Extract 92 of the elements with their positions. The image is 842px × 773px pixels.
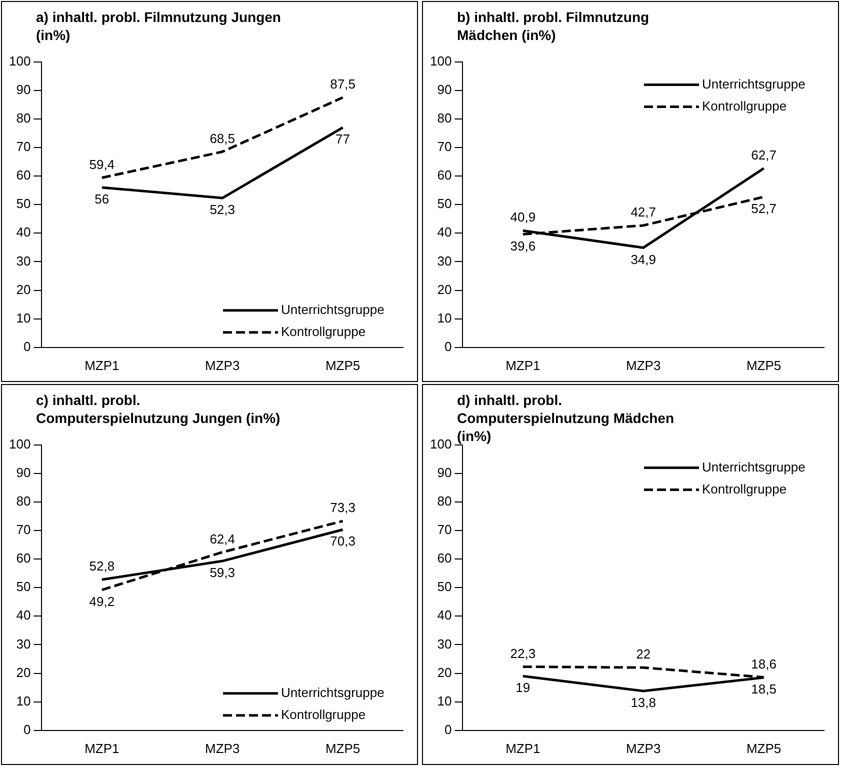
legend-label: Kontrollgruppe bbox=[702, 98, 787, 114]
legend-label: Unterrichtsgruppe bbox=[281, 684, 384, 700]
y-tick-label: 30 bbox=[16, 636, 31, 652]
x-tick-label: MZP1 bbox=[84, 358, 120, 373]
y-tick-label: 40 bbox=[16, 608, 31, 623]
y-tick-label: 50 bbox=[437, 579, 452, 594]
y-tick-label: 90 bbox=[16, 464, 31, 480]
x-tick-label: MZP1 bbox=[506, 358, 540, 373]
data-label: 18,6 bbox=[751, 656, 776, 672]
y-tick-label: 60 bbox=[437, 550, 452, 566]
x-tick-label: MZP1 bbox=[84, 740, 120, 756]
data-label: 73,3 bbox=[330, 500, 356, 516]
y-tick-label: 70 bbox=[16, 139, 31, 154]
data-label: 52,8 bbox=[89, 558, 115, 574]
data-label: 87,5 bbox=[330, 76, 356, 92]
data-label: 68,5 bbox=[210, 130, 235, 146]
y-tick-label: 90 bbox=[16, 82, 31, 97]
y-tick-label: 20 bbox=[437, 664, 452, 680]
legend-label: Kontrollgruppe bbox=[702, 481, 787, 496]
y-tick-label: 80 bbox=[16, 110, 31, 126]
y-tick-label: 90 bbox=[437, 464, 452, 480]
y-tick-label: 20 bbox=[16, 664, 31, 680]
y-tick-label: 50 bbox=[16, 579, 31, 594]
y-tick-label: 40 bbox=[437, 608, 452, 623]
data-label: 52,3 bbox=[210, 202, 235, 218]
legend-label: Kontrollgruppe bbox=[281, 324, 366, 339]
y-tick-label: 10 bbox=[16, 693, 31, 708]
chart-title: c) inhaltl. probl. Computerspielnutzung Jungen (in%) bbox=[36, 391, 282, 427]
x-tick-label: MZP3 bbox=[205, 740, 240, 756]
data-label: 22 bbox=[636, 646, 651, 662]
data-label: 62,4 bbox=[210, 531, 235, 546]
data-label: 34,9 bbox=[630, 252, 656, 267]
data-label: 40,9 bbox=[510, 210, 536, 225]
legend-label: Unterrichtsgruppe bbox=[702, 76, 806, 92]
y-tick-label: 100 bbox=[430, 53, 452, 68]
data-label: 42,7 bbox=[630, 204, 656, 220]
y-tick-label: 100 bbox=[8, 436, 31, 452]
y-tick-label: 100 bbox=[8, 53, 31, 68]
data-label: 22,3 bbox=[510, 646, 536, 661]
y-tick-label: 40 bbox=[16, 224, 31, 240]
y-tick-label: 60 bbox=[16, 550, 31, 566]
y-tick-label: 20 bbox=[16, 282, 31, 297]
legend-label: Unterrichtsgruppe bbox=[281, 302, 384, 317]
legend-label: Kontrollgruppe bbox=[281, 706, 366, 722]
x-tick-label: MZP3 bbox=[205, 358, 240, 373]
y-tick-label: 0 bbox=[23, 338, 31, 354]
x-tick-label: MZP5 bbox=[746, 740, 782, 756]
data-label: 52,7 bbox=[751, 200, 776, 216]
data-label: 77 bbox=[336, 132, 350, 147]
x-tick-label: MZP5 bbox=[325, 740, 360, 756]
y-tick-label: 10 bbox=[437, 693, 452, 708]
y-tick-label: 0 bbox=[444, 338, 452, 354]
y-tick-label: 10 bbox=[16, 310, 31, 326]
y-tick-label: 70 bbox=[437, 139, 452, 154]
y-tick-label: 70 bbox=[437, 522, 452, 538]
data-label: 39,6 bbox=[510, 238, 536, 254]
y-tick-label: 30 bbox=[437, 253, 452, 268]
y-tick-label: 90 bbox=[437, 82, 452, 97]
y-tick-label: 50 bbox=[16, 196, 31, 212]
data-label: 56 bbox=[94, 192, 110, 207]
y-tick-label: 70 bbox=[16, 522, 31, 538]
y-tick-label: 50 bbox=[437, 196, 452, 212]
legend-label: Unterrichtsgruppe bbox=[702, 459, 806, 474]
y-tick-label: 80 bbox=[437, 110, 452, 126]
x-tick-label: MZP5 bbox=[325, 358, 360, 373]
chart-title: a) inhaltl. probl. Filmnutzung Jungen (in%) bbox=[36, 8, 282, 44]
y-tick-label: 10 bbox=[437, 310, 452, 326]
chart-title: b) inhaltl. probl. Filmnutzung Mädchen (in%) bbox=[457, 8, 650, 44]
y-tick-label: 30 bbox=[16, 253, 31, 268]
y-tick-label: 40 bbox=[437, 224, 452, 240]
y-tick-label: 80 bbox=[437, 494, 452, 508]
y-tick-label: 100 bbox=[430, 436, 452, 452]
y-tick-label: 60 bbox=[16, 168, 31, 183]
x-tick-label: MZP5 bbox=[746, 358, 782, 373]
data-label: 59,4 bbox=[89, 156, 115, 172]
y-tick-label: 80 bbox=[16, 494, 31, 508]
data-label: 18,5 bbox=[751, 682, 776, 697]
data-label: 59,3 bbox=[210, 565, 235, 580]
y-tick-label: 0 bbox=[444, 722, 452, 737]
data-label: 19 bbox=[516, 680, 530, 696]
x-tick-label: MZP3 bbox=[626, 740, 661, 756]
y-tick-label: 0 bbox=[23, 722, 31, 737]
chart-title: d) inhaltl. probl. Computerspielnutzung Mädchen (in%) bbox=[457, 391, 675, 445]
y-tick-label: 60 bbox=[437, 168, 452, 183]
x-tick-label: MZP3 bbox=[626, 358, 661, 373]
data-label: 49,2 bbox=[89, 594, 115, 609]
data-label: 70,3 bbox=[330, 534, 356, 549]
y-tick-label: 30 bbox=[437, 636, 452, 652]
x-tick-label: MZP1 bbox=[506, 740, 540, 756]
data-label: 62,7 bbox=[751, 147, 776, 162]
y-tick-label: 20 bbox=[437, 282, 452, 297]
data-label: 13,8 bbox=[630, 695, 656, 710]
